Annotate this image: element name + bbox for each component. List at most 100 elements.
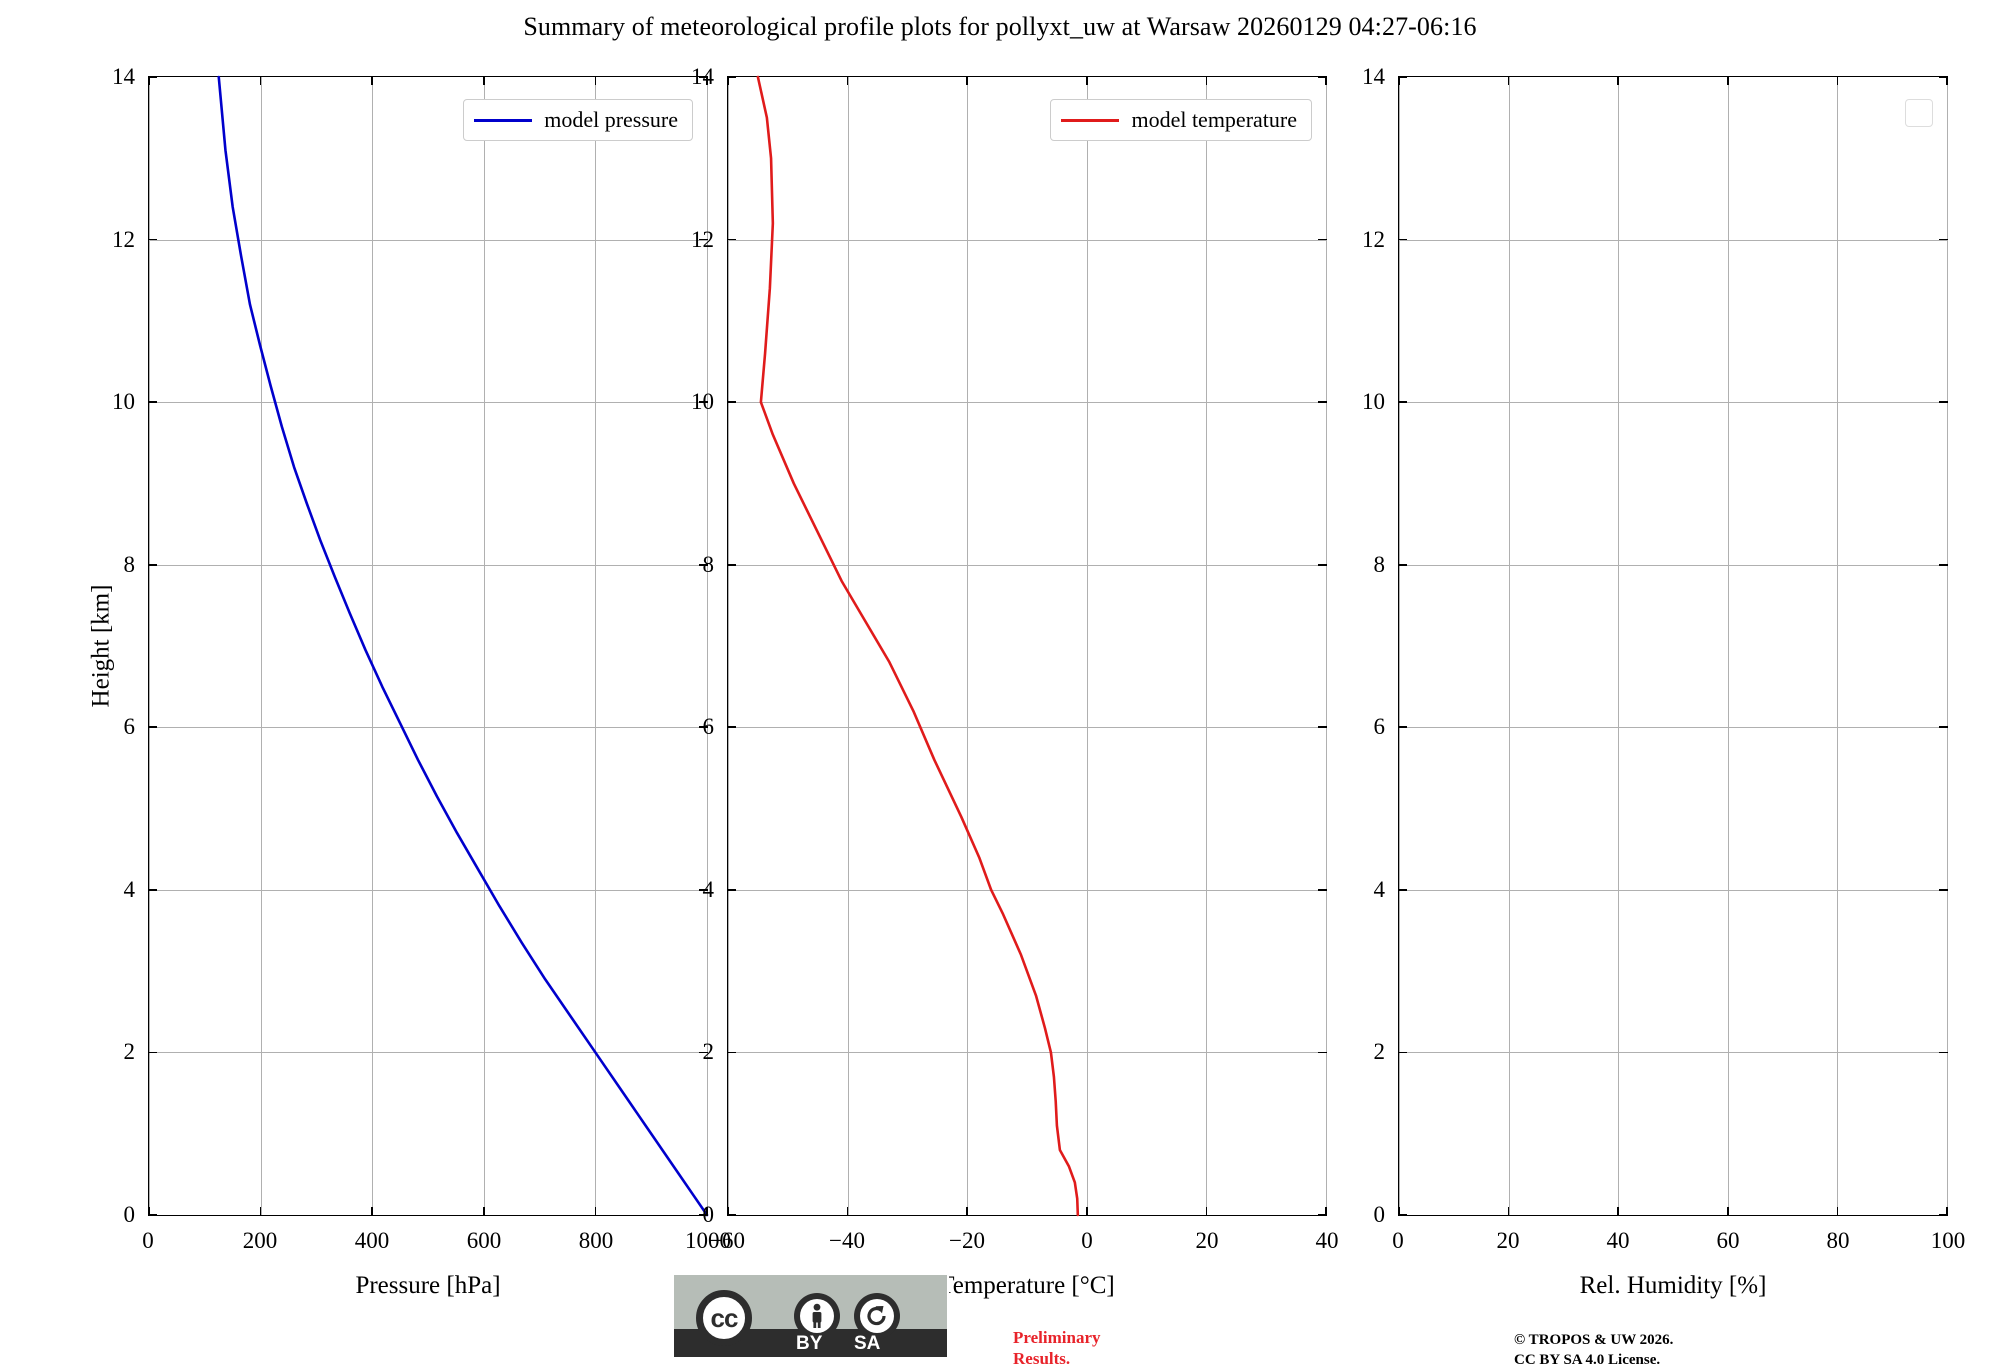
y-tick xyxy=(1398,564,1407,566)
y-tick xyxy=(148,564,157,566)
y-tick xyxy=(1398,1052,1407,1054)
copyright-line-2: CC BY SA 4.0 License. xyxy=(1514,1351,1673,1370)
page-title: Summary of meteorological profile plots … xyxy=(0,12,2000,42)
preliminary-line-1: Preliminary xyxy=(1013,1327,1101,1348)
y-tick-right xyxy=(1939,76,1948,78)
x-tick-top xyxy=(966,76,968,85)
humidity-legend[interactable] xyxy=(1905,99,1933,127)
x-tick xyxy=(1837,1207,1839,1216)
y-tick-right xyxy=(1318,726,1327,728)
gridline-vertical xyxy=(1947,77,1948,1215)
y-tick-label: 6 xyxy=(703,714,715,740)
gridline-vertical xyxy=(1326,77,1327,1215)
x-tick xyxy=(483,1207,485,1216)
y-tick xyxy=(1398,401,1407,403)
x-tick-top xyxy=(595,76,597,85)
y-tick-label: 4 xyxy=(703,877,715,903)
x-tick xyxy=(260,1207,262,1216)
y-tick xyxy=(1398,1214,1407,1216)
pressure-x-axis-label: Pressure [hPa] xyxy=(148,1272,708,1300)
x-tick xyxy=(1617,1207,1619,1216)
x-tick-label: 20 xyxy=(1497,1228,1520,1254)
x-tick-top xyxy=(371,76,373,85)
pressure-legend[interactable]: model pressure xyxy=(463,99,693,141)
y-tick-label: 4 xyxy=(1374,877,1386,903)
y-tick-label: 10 xyxy=(112,389,135,415)
x-tick-label: −20 xyxy=(949,1228,985,1254)
y-tick-label: 14 xyxy=(1362,64,1385,90)
y-tick-label: 12 xyxy=(691,227,714,253)
y-tick-label: 14 xyxy=(112,64,135,90)
y-tick-right xyxy=(1318,1052,1327,1054)
x-tick-label: 60 xyxy=(1717,1228,1740,1254)
y-tick-right xyxy=(1939,239,1948,241)
y-tick-right xyxy=(1318,889,1327,891)
y-tick xyxy=(148,401,157,403)
y-tick-label: 10 xyxy=(1362,389,1385,415)
preliminary-results-note: Preliminary Results. xyxy=(1013,1327,1101,1370)
x-tick-top xyxy=(1837,76,1839,85)
y-tick-label: 0 xyxy=(1374,1202,1386,1228)
cc-by-label: BY xyxy=(796,1333,822,1355)
x-tick-top xyxy=(1086,76,1088,85)
y-tick xyxy=(1398,239,1407,241)
x-tick-label: 100 xyxy=(1931,1228,1966,1254)
x-tick-label: 0 xyxy=(142,1228,154,1254)
y-tick-label: 6 xyxy=(124,714,136,740)
y-tick-right xyxy=(1939,564,1948,566)
series-model-pressure xyxy=(219,77,707,1215)
y-tick xyxy=(727,239,736,241)
y-tick-label: 14 xyxy=(691,64,714,90)
x-tick-label: 400 xyxy=(355,1228,390,1254)
temperature-legend[interactable]: model temperature xyxy=(1050,99,1312,141)
x-tick xyxy=(371,1207,373,1216)
y-tick xyxy=(1398,76,1407,78)
x-tick-label: 80 xyxy=(1827,1228,1850,1254)
copyright-line-1: © TROPOS & UW 2026. xyxy=(1514,1331,1673,1351)
x-tick-top xyxy=(483,76,485,85)
x-tick xyxy=(847,1207,849,1216)
series-model-temperature xyxy=(758,77,1078,1215)
x-tick xyxy=(966,1207,968,1216)
x-tick-top xyxy=(1206,76,1208,85)
preliminary-line-2: Results. xyxy=(1013,1348,1101,1369)
temperature-series-line xyxy=(728,77,1326,1215)
y-tick-label: 4 xyxy=(124,877,136,903)
y-tick-label: 2 xyxy=(124,1039,136,1065)
y-tick-label: 0 xyxy=(124,1202,136,1228)
x-tick-top xyxy=(847,76,849,85)
y-tick xyxy=(727,1052,736,1054)
humidity-series-line xyxy=(1399,77,1947,1215)
x-tick-label: −40 xyxy=(829,1228,865,1254)
y-tick xyxy=(148,1052,157,1054)
y-tick-label: 12 xyxy=(1362,227,1385,253)
humidity-x-axis-label: Rel. Humidity [%] xyxy=(1398,1272,1948,1300)
copyright-note: © TROPOS & UW 2026. CC BY SA 4.0 License… xyxy=(1514,1331,1673,1370)
y-tick xyxy=(727,76,736,78)
y-tick-label: 8 xyxy=(124,552,136,578)
y-tick xyxy=(1398,889,1407,891)
x-tick-label: 200 xyxy=(243,1228,278,1254)
x-tick-label: 40 xyxy=(1607,1228,1630,1254)
y-tick-label: 6 xyxy=(1374,714,1386,740)
y-tick-label: 8 xyxy=(1374,552,1386,578)
x-tick-label: 40 xyxy=(1316,1228,1339,1254)
y-tick xyxy=(148,76,157,78)
creative-commons-badge: cc BY SA xyxy=(672,1273,949,1359)
x-tick-top xyxy=(260,76,262,85)
y-tick-label: 0 xyxy=(703,1202,715,1228)
temperature-legend-swatch xyxy=(1061,119,1119,122)
y-tick xyxy=(148,889,157,891)
x-tick-top xyxy=(1617,76,1619,85)
x-tick xyxy=(1727,1207,1729,1216)
y-tick xyxy=(148,1214,157,1216)
x-tick-label: 800 xyxy=(579,1228,614,1254)
y-tick-right xyxy=(1939,401,1948,403)
y-tick-right xyxy=(1318,564,1327,566)
x-tick-label: −60 xyxy=(709,1228,745,1254)
x-tick xyxy=(1206,1207,1208,1216)
